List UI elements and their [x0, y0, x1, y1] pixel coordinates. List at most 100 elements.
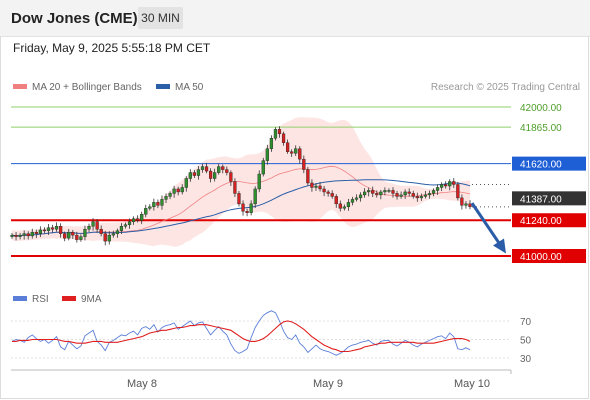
candle: [294, 145, 298, 157]
candle: [419, 193, 423, 201]
candle-body: [144, 208, 148, 215]
candle: [192, 170, 197, 178]
candle-body: [423, 194, 428, 197]
candle: [140, 211, 144, 225]
candle: [456, 181, 460, 201]
candle: [464, 201, 468, 209]
candle-body: [172, 188, 176, 194]
candle: [136, 215, 140, 223]
candle-body: [346, 202, 351, 208]
candle-body: [306, 169, 310, 184]
candle-body: [464, 203, 468, 206]
candle: [83, 225, 87, 241]
candle-body: [448, 181, 452, 187]
candle: [346, 198, 351, 211]
candle-body: [415, 196, 419, 199]
candle: [314, 183, 318, 191]
candle: [427, 190, 432, 199]
candle: [107, 231, 111, 245]
candle-body: [468, 203, 472, 208]
candle: [415, 192, 419, 202]
candle: [42, 227, 47, 234]
candle: [131, 216, 136, 225]
candle: [79, 234, 83, 242]
candle-body: [285, 142, 290, 152]
candle-body: [26, 233, 30, 237]
candle-body: [111, 233, 115, 236]
candle-body: [403, 191, 407, 196]
candle-body: [46, 227, 51, 231]
timeframe-selector[interactable]: 30 MIN: [138, 7, 183, 29]
candle-body: [233, 181, 237, 194]
candle-body: [265, 148, 269, 161]
candle-body: [95, 221, 99, 230]
candle-body: [375, 193, 379, 196]
candle: [298, 146, 302, 164]
candle-body: [440, 184, 444, 188]
x-tick-label: May 10: [454, 378, 490, 390]
candle: [269, 135, 274, 152]
candle-body: [350, 199, 355, 203]
candle-body: [269, 138, 274, 149]
rsi-legend-swatch: [13, 296, 27, 301]
candle: [91, 218, 95, 231]
candle-body: [79, 236, 83, 240]
candle: [75, 231, 79, 243]
candle-body: [22, 233, 26, 236]
candle-body: [395, 193, 399, 197]
candle-body: [314, 185, 318, 188]
level-label-41240.00: 41240.00: [512, 213, 586, 228]
candle: [363, 188, 367, 198]
candle: [30, 228, 34, 239]
candle-body: [176, 188, 180, 193]
candle-body: [456, 184, 460, 199]
candle: [176, 186, 180, 196]
candle: [152, 198, 156, 211]
rsi-line: [11, 310, 471, 356]
candle: [95, 219, 99, 233]
candle-body: [42, 229, 47, 232]
candle: [71, 229, 75, 240]
last-price-box: [512, 191, 586, 206]
candle: [448, 179, 452, 191]
candle: [115, 228, 119, 238]
candle: [358, 192, 363, 202]
candle-body: [136, 218, 140, 221]
candle-body: [237, 193, 241, 205]
candle: [277, 126, 282, 138]
candle-body: [290, 151, 294, 154]
level-label-text: 42000.00: [520, 103, 562, 114]
candle: [103, 230, 107, 246]
candle-body: [281, 133, 286, 143]
instrument-title: Dow Jones (CME): [11, 10, 138, 27]
candle: [290, 149, 294, 157]
candle: [127, 218, 132, 229]
candle-body: [354, 197, 359, 200]
candle: [217, 163, 221, 175]
candle-body: [192, 172, 197, 176]
candle: [407, 188, 411, 197]
candle: [18, 232, 22, 240]
candle: [306, 166, 310, 186]
candle-body: [91, 221, 95, 227]
candle-body: [103, 233, 107, 242]
forecast-arrow-shaft: [470, 202, 502, 246]
candle: [245, 208, 249, 217]
candle-body: [204, 166, 209, 172]
candle-body: [407, 191, 411, 194]
candle: [281, 131, 286, 146]
candle-body: [302, 158, 306, 170]
chart-header: Dow Jones (CME) 30 MIN: [0, 0, 590, 37]
candle: [188, 169, 192, 182]
candle-body: [399, 194, 403, 197]
candle: [204, 162, 209, 174]
candle-body: [358, 194, 363, 199]
candle: [273, 127, 278, 141]
candle-body: [411, 193, 415, 197]
candle: [452, 178, 456, 188]
candle-body: [326, 191, 330, 194]
level-label-text: 41865.00: [520, 123, 562, 134]
candle-body: [208, 170, 213, 179]
ma50-legend-swatch: [156, 84, 170, 89]
candle: [375, 190, 379, 198]
